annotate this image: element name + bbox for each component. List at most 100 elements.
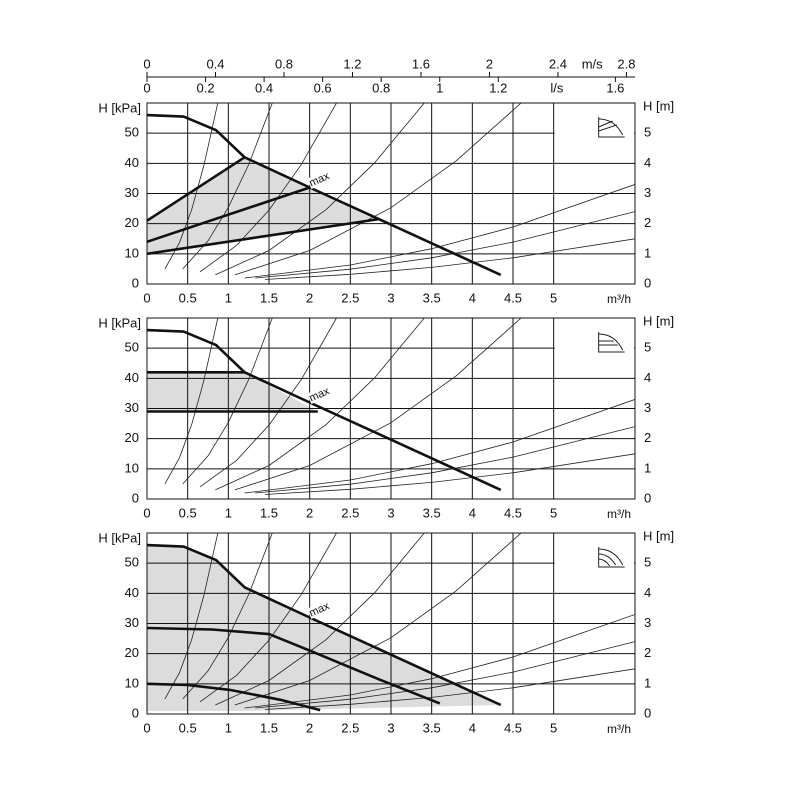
annotation-bg	[306, 599, 334, 619]
y2-tick-label: 0	[644, 275, 651, 290]
pump-curve	[146, 186, 311, 244]
x-tick-label: 5	[550, 505, 557, 520]
top-tick-label: 1.2	[343, 56, 361, 71]
y-tick-label: 10	[125, 245, 139, 260]
x-tick-label: 4	[469, 290, 476, 305]
y-tick-label: 20	[125, 645, 139, 660]
top-tick-label: 0	[143, 80, 150, 95]
y2-tick-label: 5	[644, 555, 651, 570]
system-curve	[264, 668, 635, 710]
icon-line	[598, 340, 618, 346]
y-tick-label: 50	[125, 125, 139, 140]
annotation-bg	[306, 169, 334, 189]
y-tick-label: 30	[125, 615, 139, 630]
plot-frame	[146, 532, 636, 715]
x-tick-label: 5	[550, 720, 557, 735]
x-tick-label: 3.5	[423, 290, 441, 305]
system-curve	[199, 103, 337, 273]
x-tick-label: 1.5	[260, 290, 278, 305]
top-tick-label: 1	[436, 80, 443, 95]
system-curve	[244, 399, 635, 494]
x-tick-label: 1	[225, 290, 232, 305]
y-tick-label: 30	[125, 400, 139, 415]
system-curve	[244, 614, 635, 709]
operating-area	[147, 372, 318, 412]
icon-line	[598, 553, 617, 567]
x-tick-label: 4	[469, 505, 476, 520]
x-axis-label: m³/h	[607, 722, 631, 736]
plot-frame	[146, 102, 636, 285]
operating-area	[147, 545, 501, 711]
top-tick-label: 0.8	[275, 56, 293, 71]
top-tick-label: 2.4	[549, 56, 567, 71]
annotation-bg	[306, 384, 334, 404]
y-axis-label: H [kPa]	[98, 530, 141, 545]
x-tick-label: 2.5	[341, 720, 359, 735]
system-curve	[255, 426, 635, 494]
y-tick-label: 10	[125, 460, 139, 475]
system-curve	[264, 238, 635, 280]
mode-icon	[598, 117, 625, 138]
y2-tick-label: 5	[644, 340, 651, 355]
system-curve	[164, 103, 219, 270]
x-tick-label: 0	[143, 720, 150, 735]
y2-axis-label: H [m]	[643, 98, 674, 113]
y-tick-label: 20	[125, 430, 139, 445]
y-axis-label: H [kPa]	[98, 100, 141, 115]
x-tick-label: 0	[143, 290, 150, 305]
top-tick-label: 2	[486, 56, 493, 71]
system-curve	[182, 103, 273, 270]
x-tick-label: 3.5	[423, 505, 441, 520]
top-tick-label: 1.2	[489, 80, 507, 95]
y2-tick-label: 2	[644, 430, 651, 445]
x-tick-label: 2	[306, 720, 313, 735]
icon-arc	[598, 333, 624, 351]
x-tick-label: 4.5	[504, 290, 522, 305]
y2-tick-label: 1	[644, 245, 651, 260]
icon-line	[598, 120, 617, 132]
system-curve	[215, 103, 425, 276]
icon-zone	[554, 104, 634, 163]
system-curve	[244, 184, 635, 279]
x-tick-label: 3	[387, 720, 394, 735]
top-tick-label: 0.8	[372, 80, 390, 95]
y-tick-label: 40	[125, 585, 139, 600]
pump-curve	[146, 156, 246, 222]
x-tick-label: 0	[143, 505, 150, 520]
x-tick-label: 3.5	[423, 720, 441, 735]
mode-icon	[598, 547, 625, 568]
x-tick-label: 0.5	[179, 720, 197, 735]
icon-frame	[598, 117, 625, 138]
top-tick-label: 0.2	[197, 80, 215, 95]
x-tick-label: 4.5	[504, 720, 522, 735]
y-tick-label: 20	[125, 215, 139, 230]
system-curve	[264, 453, 635, 495]
system-curve	[182, 318, 273, 485]
mode-icon	[598, 332, 625, 353]
top-tick-label: 0.6	[314, 80, 332, 95]
system-curve	[215, 533, 425, 706]
top-axis-label: m/s	[582, 56, 603, 71]
x-tick-label: 2	[306, 290, 313, 305]
x-tick-label: 5	[550, 290, 557, 305]
top-tick-label: 1.6	[412, 56, 430, 71]
y-tick-label: 50	[125, 340, 139, 355]
y2-tick-label: 4	[644, 585, 651, 600]
system-curve	[182, 533, 273, 700]
icon-arc	[598, 548, 624, 566]
system-curve	[199, 318, 337, 488]
plot-frame	[146, 317, 636, 500]
pump-curve	[146, 626, 441, 705]
y-tick-label: 40	[125, 155, 139, 170]
y-tick-label: 0	[132, 275, 139, 290]
x-tick-label: 3	[387, 290, 394, 305]
top-tick-label: 0.4	[255, 80, 273, 95]
y2-tick-label: 0	[644, 490, 651, 505]
x-tick-label: 1	[225, 720, 232, 735]
icon-arc	[598, 118, 624, 136]
x-tick-label: 1	[225, 505, 232, 520]
y-tick-label: 40	[125, 370, 139, 385]
system-curve	[255, 641, 635, 709]
